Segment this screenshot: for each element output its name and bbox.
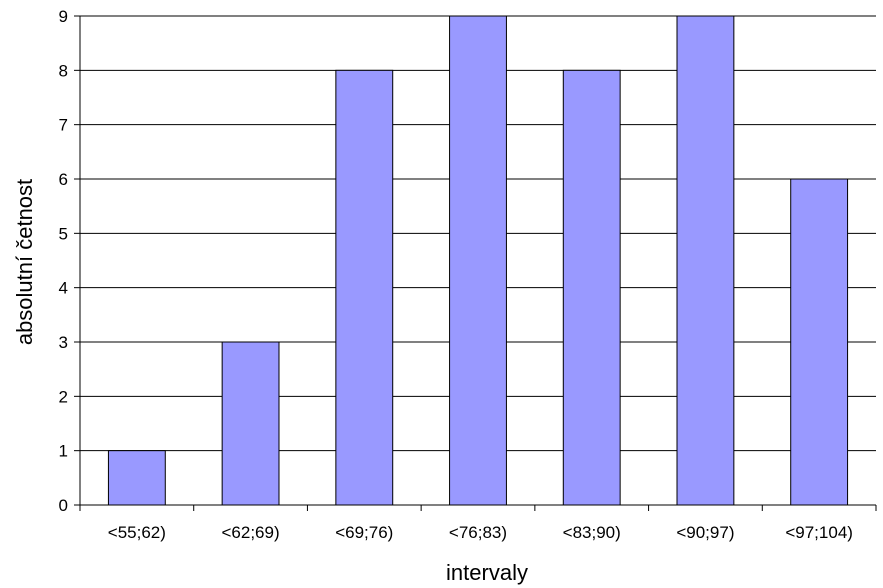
y-tick-label: 2 [59,387,68,406]
bar [221,341,280,506]
x-tick-label: <97;104) [785,523,853,542]
x-tick-label: <69;76) [335,523,393,542]
y-axis-title: absolutní četnost [12,179,37,345]
bar [790,178,849,506]
y-tick-labels: 0 1 2 3 4 5 6 7 8 9 [59,7,68,515]
bar [335,69,394,506]
y-tick-label: 7 [59,116,68,135]
y-tick-label: 8 [59,61,68,80]
x-tick-labels: <55;62) <62;69) <69;76) <76;83) <83;90) <90;9… [108,523,853,542]
bar [107,450,166,506]
x-tick-label: <83;90) [563,523,621,542]
y-tick-label: 6 [59,170,68,189]
y-tick-label: 0 [59,496,68,515]
y-tick-label: 5 [59,224,68,243]
y-tick-label: 9 [59,7,68,26]
x-tick-label: <62;69) [222,523,280,542]
x-axis-title: intervaly [446,560,528,585]
y-tick-label: 3 [59,333,68,352]
y-tick-label: 1 [59,442,68,461]
x-tick-label: <90;97) [676,523,734,542]
axes [74,15,877,511]
bar [449,15,507,506]
x-tick-label: <76;83) [449,523,507,542]
bar [676,15,735,506]
x-tick-label: <55;62) [108,523,166,542]
y-tick-label: 4 [59,279,68,298]
bars [107,15,849,506]
bar [562,69,621,506]
